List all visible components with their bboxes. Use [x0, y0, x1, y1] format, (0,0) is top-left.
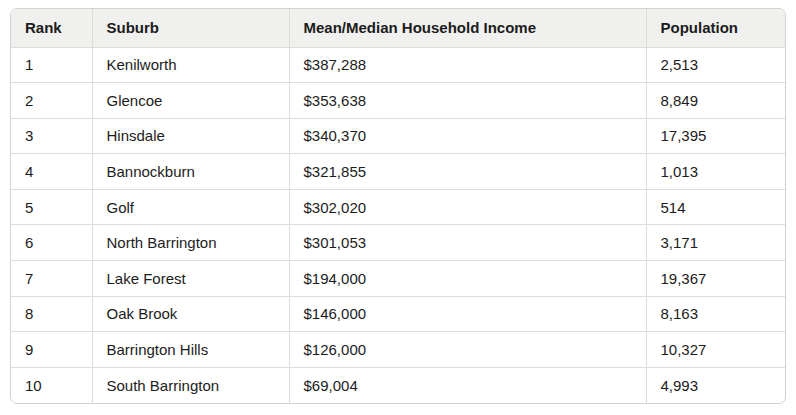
data-table: Rank Suburb Mean/Median Household Income…: [11, 9, 786, 403]
cell-income: $301,053: [289, 225, 646, 261]
table-row: 6 North Barrington $301,053 3,171: [11, 225, 786, 261]
cell-suburb: Oak Brook: [92, 296, 289, 332]
column-header-population: Population: [646, 9, 786, 47]
cell-income: $146,000: [289, 296, 646, 332]
cell-suburb: Barrington Hills: [92, 332, 289, 368]
column-header-suburb: Suburb: [92, 9, 289, 47]
cell-rank: 6: [11, 225, 92, 261]
cell-suburb: Lake Forest: [92, 261, 289, 297]
table-row: 4 Bannockburn $321,855 1,013: [11, 154, 786, 190]
cell-suburb: Glencoe: [92, 83, 289, 119]
cell-income: $126,000: [289, 332, 646, 368]
cell-population: 8,849: [646, 83, 786, 119]
cell-suburb: Bannockburn: [92, 154, 289, 190]
table-row: 8 Oak Brook $146,000 8,163: [11, 296, 786, 332]
cell-population: 8,163: [646, 296, 786, 332]
cell-suburb: Golf: [92, 189, 289, 225]
cell-suburb: Hinsdale: [92, 118, 289, 154]
column-header-income: Mean/Median Household Income: [289, 9, 646, 47]
table-row: 5 Golf $302,020 514: [11, 189, 786, 225]
cell-rank: 4: [11, 154, 92, 190]
cell-population: 19,367: [646, 261, 786, 297]
cell-rank: 1: [11, 47, 92, 83]
cell-suburb: Kenilworth: [92, 47, 289, 83]
table-row: 9 Barrington Hills $126,000 10,327: [11, 332, 786, 368]
cell-rank: 9: [11, 332, 92, 368]
cell-population: 514: [646, 189, 786, 225]
cell-rank: 2: [11, 83, 92, 119]
cell-income: $353,638: [289, 83, 646, 119]
cell-income: $321,855: [289, 154, 646, 190]
cell-population: 3,171: [646, 225, 786, 261]
table-row: 1 Kenilworth $387,288 2,513: [11, 47, 786, 83]
cell-population: 1,013: [646, 154, 786, 190]
table-row: 10 South Barrington $69,004 4,993: [11, 367, 786, 403]
column-header-rank: Rank: [11, 9, 92, 47]
cell-income: $302,020: [289, 189, 646, 225]
cell-population: 2,513: [646, 47, 786, 83]
cell-income: $387,288: [289, 47, 646, 83]
cell-population: 4,993: [646, 367, 786, 403]
cell-rank: 10: [11, 367, 92, 403]
cell-suburb: North Barrington: [92, 225, 289, 261]
cell-suburb: South Barrington: [92, 367, 289, 403]
cell-rank: 5: [11, 189, 92, 225]
table-row: 3 Hinsdale $340,370 17,395: [11, 118, 786, 154]
cell-income: $69,004: [289, 367, 646, 403]
table-row: 7 Lake Forest $194,000 19,367: [11, 261, 786, 297]
table-row: 2 Glencoe $353,638 8,849: [11, 83, 786, 119]
header-row: Rank Suburb Mean/Median Household Income…: [11, 9, 786, 47]
cell-rank: 3: [11, 118, 92, 154]
cell-income: $340,370: [289, 118, 646, 154]
cell-population: 10,327: [646, 332, 786, 368]
cell-population: 17,395: [646, 118, 786, 154]
suburb-income-table: Rank Suburb Mean/Median Household Income…: [10, 8, 786, 404]
cell-rank: 8: [11, 296, 92, 332]
cell-rank: 7: [11, 261, 92, 297]
cell-income: $194,000: [289, 261, 646, 297]
